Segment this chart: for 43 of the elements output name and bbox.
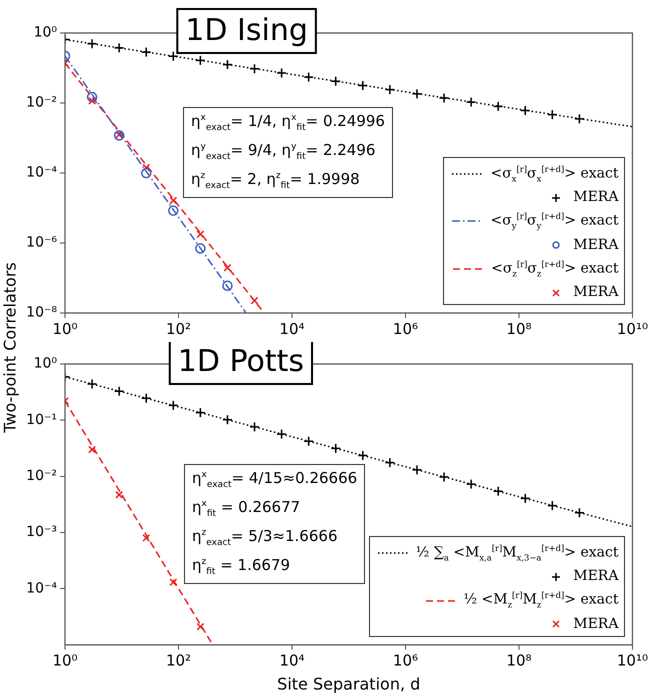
- annotation: η$^{z}$$_{exact}$= 2, η$^{z}$$_{fit}$= 1.9998: [191, 169, 361, 193]
- x-tick-label: 10⁰: [52, 652, 78, 670]
- y-tick-label: 10⁻⁶: [26, 234, 58, 251]
- y-tick-label: 10⁻⁴: [26, 164, 58, 181]
- chart-title: 1D Potts: [178, 344, 304, 379]
- x-tick-label: 10⁰: [52, 320, 78, 338]
- annotation: η$^{x}$$_{exact}$= 1/4, η$^{x}$$_{fit}$= 0.24996: [191, 111, 385, 135]
- y-tick-label: 10⁻⁴: [26, 580, 58, 596]
- y-tick-label: 10⁰: [34, 24, 58, 41]
- y-axis-title: Two-point Correlators: [0, 261, 20, 435]
- x-tick-label: 10⁸: [506, 320, 532, 338]
- legend-label: MERA: [573, 236, 618, 255]
- text: ½ ∑$_{a}$ <M$_{x,a}$$^{[r]}$M$_{x,3−a}$$^{[r+d]}$> exact: [416, 542, 618, 562]
- x-axis-title: Site Separation, d: [277, 674, 420, 694]
- y-tick-label: 10⁻³: [26, 524, 57, 540]
- x-tick-label: 10⁶: [392, 320, 418, 338]
- legend-label: <σ$_{z}$$^{[r]}$σ$_{z}$$^{[r+d]}$> exact: [491, 258, 618, 280]
- annotation: η$^{x}$$_{exact}$= 4/15≈0.26666: [192, 468, 358, 492]
- annotation: η$^{z}$$_{fit}$ = 1.6679: [192, 555, 292, 579]
- y-tick-label: 10⁻⁸: [26, 304, 58, 321]
- x-tick-label: 10⁴: [279, 652, 305, 670]
- legend-label: MERA: [573, 567, 618, 586]
- legend-label: ½ <M$_{z}$$^{[r]}$M$_{z}$$^{[r+d]}$> exact: [464, 589, 618, 612]
- legend-label: MERA: [573, 188, 618, 208]
- y-tick-label: 10⁻¹: [26, 412, 57, 428]
- y-tick-label: 10⁻²: [26, 468, 57, 484]
- annotation: η$^{z}$$_{exact}$= 5/3≈1.6666: [192, 526, 338, 550]
- x-tick-label: 10¹⁰: [616, 652, 648, 670]
- legend-label: <σ$_{y}$$^{[r]}$σ$_{y}$$^{[r+d]}$> exact: [490, 210, 618, 233]
- x-tick-label: 10⁴: [279, 320, 305, 338]
- x-tick-label: 10²: [166, 320, 192, 338]
- legend-label: <σ$_{x}$$^{[r]}$σ$_{x}$$^{[r+d]}$> exact: [490, 162, 618, 186]
- legend-label: MERA: [573, 283, 618, 302]
- annotation: η$^{x}$$_{fit}$ = 0.26677: [192, 497, 302, 521]
- annotation: η$^{y}$$_{exact}$= 9/4, η$^{y}$$_{fit}$= 2.2496: [191, 140, 376, 164]
- legend-label: MERA: [573, 614, 618, 634]
- x-tick-label: 10⁸: [506, 652, 532, 670]
- x-tick-label: 10⁶: [392, 652, 418, 670]
- x-tick-label: 10²: [166, 652, 192, 670]
- y-tick-label: 10⁰: [34, 356, 58, 372]
- y-tick-label: 10⁻²: [26, 94, 57, 111]
- chart-title: 1D Ising: [185, 12, 308, 48]
- x-tick-label: 10¹⁰: [616, 320, 648, 338]
